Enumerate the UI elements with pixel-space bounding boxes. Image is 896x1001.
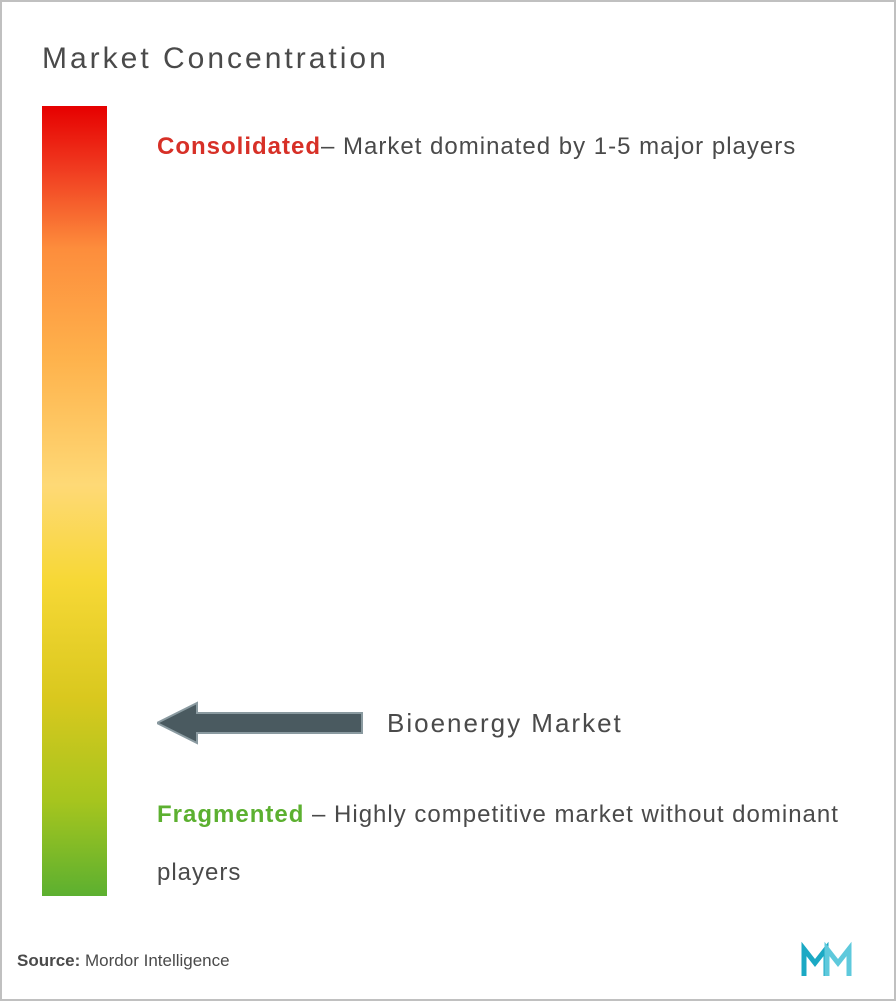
arrow-left-icon: [157, 698, 367, 748]
text-area: Consolidated– Market dominated by 1-5 ma…: [157, 106, 854, 926]
page-title: Market Concentration: [42, 42, 854, 76]
mordor-logo-icon: [799, 941, 854, 981]
concentration-gradient-bar: [42, 106, 107, 896]
market-indicator: Bioenergy Market: [157, 698, 623, 748]
fragmented-label: Fragmented: [157, 801, 304, 828]
source-text: Source: Mordor Intelligence: [17, 951, 230, 971]
fragmented-description: Fragmented – Highly competitive market w…: [157, 786, 854, 901]
consolidated-label: Consolidated: [157, 133, 321, 160]
footer: Source: Mordor Intelligence: [17, 941, 854, 981]
gradient-svg: [42, 106, 107, 896]
source-value: Mordor Intelligence: [80, 951, 229, 970]
consolidated-description: Consolidated– Market dominated by 1-5 ma…: [157, 118, 796, 176]
consolidated-desc-text: – Market dominated by 1-5 major players: [321, 133, 796, 160]
market-label: Bioenergy Market: [387, 708, 623, 739]
source-label: Source:: [17, 951, 80, 970]
content-area: Consolidated– Market dominated by 1-5 ma…: [42, 106, 854, 926]
main-container: Market Concentration: [0, 0, 896, 1001]
